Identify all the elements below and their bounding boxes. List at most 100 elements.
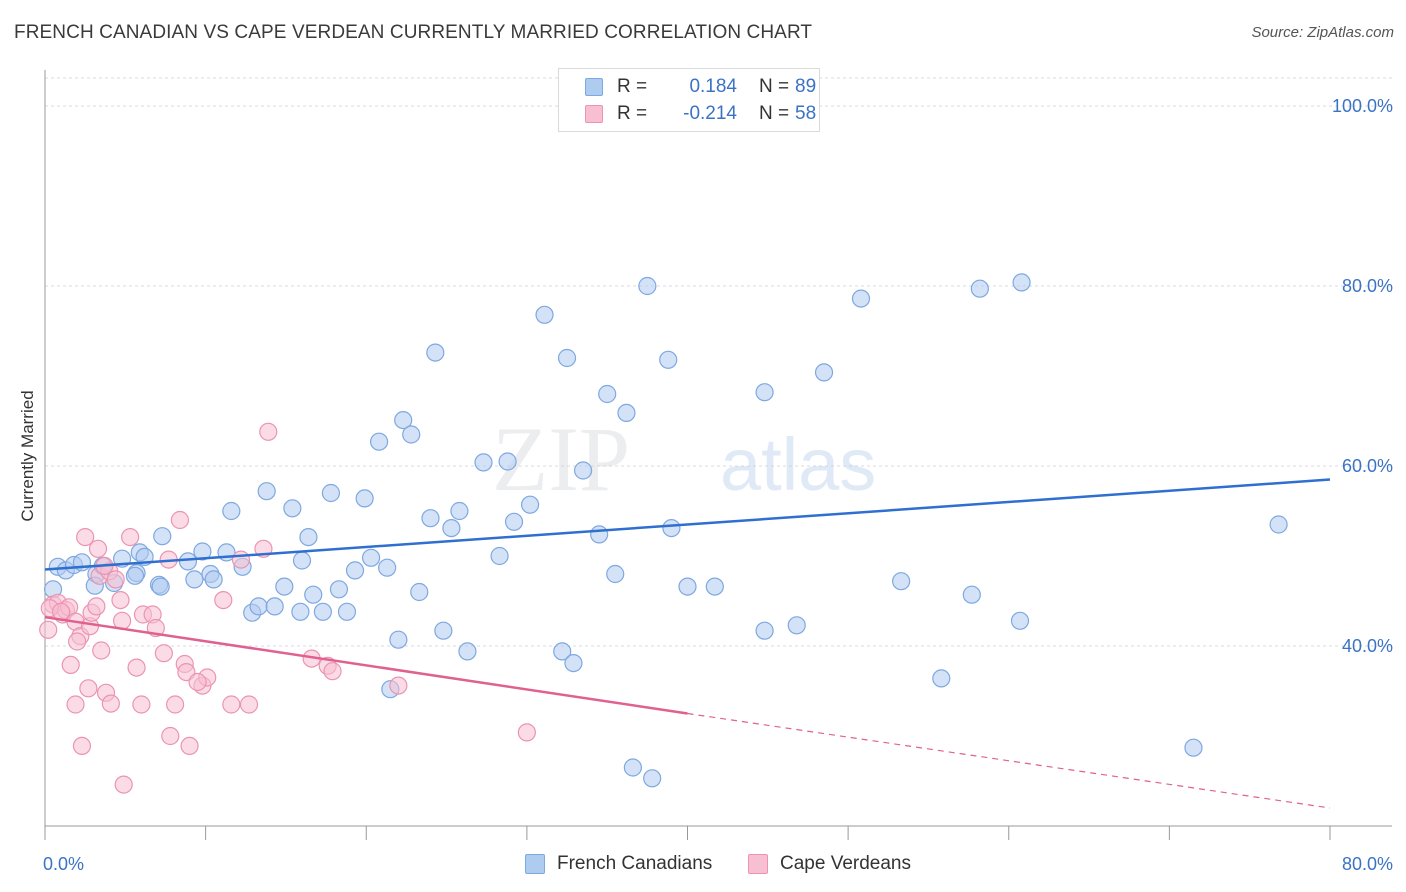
data-point bbox=[378, 558, 397, 577]
data-point bbox=[598, 384, 617, 404]
legend-swatch-pink bbox=[585, 105, 603, 123]
data-point bbox=[111, 590, 130, 610]
data-point bbox=[442, 518, 461, 538]
data-point bbox=[92, 641, 111, 660]
data-point bbox=[275, 577, 294, 596]
data-point bbox=[125, 566, 145, 585]
data-point bbox=[214, 590, 233, 610]
data-point bbox=[389, 676, 408, 695]
data-point bbox=[355, 489, 374, 508]
legend-r-label: R = bbox=[617, 103, 648, 124]
watermark: ZIP atlas bbox=[492, 408, 876, 510]
data-point bbox=[434, 621, 453, 640]
data-point bbox=[370, 432, 389, 451]
data-point bbox=[153, 527, 172, 546]
data-point bbox=[329, 580, 349, 599]
trend-lines bbox=[44, 478, 1331, 809]
data-point bbox=[180, 736, 199, 756]
data-point bbox=[61, 655, 80, 675]
data-point bbox=[39, 620, 58, 639]
data-point bbox=[498, 452, 517, 471]
data-point bbox=[458, 642, 477, 661]
data-point bbox=[617, 403, 636, 422]
y-tick-label: 60.0% bbox=[1342, 456, 1393, 476]
data-point bbox=[426, 343, 445, 362]
legend-row-french-canadians: R = 0.184 N = 89 bbox=[585, 75, 816, 99]
tick-labels: 40.0% 60.0% 80.0% 100.0% 0.0% 80.0% bbox=[43, 96, 1393, 874]
data-point bbox=[553, 642, 572, 661]
data-point bbox=[345, 561, 365, 580]
data-point bbox=[87, 597, 106, 616]
data-point bbox=[185, 570, 204, 589]
data-point bbox=[231, 550, 251, 569]
trend-line-french-canadians bbox=[44, 478, 1331, 571]
data-point bbox=[161, 726, 180, 746]
legend-r-value: -0.214 bbox=[683, 103, 737, 124]
bottom-legend-french-canadians: French Canadians bbox=[525, 852, 712, 876]
data-point bbox=[114, 775, 133, 794]
data-point bbox=[590, 525, 609, 544]
data-point bbox=[787, 616, 806, 635]
data-point bbox=[239, 695, 259, 714]
bottom-legend-swatch-blue bbox=[525, 854, 545, 874]
data-point bbox=[321, 483, 341, 503]
legend-n-value: 89 bbox=[795, 76, 817, 97]
data-point bbox=[88, 539, 108, 558]
data-point bbox=[389, 630, 408, 649]
data-point bbox=[659, 350, 678, 369]
legend-r-value: 0.184 bbox=[689, 76, 737, 97]
data-point bbox=[814, 363, 834, 382]
data-point bbox=[1010, 611, 1030, 630]
bottom-legend-swatch-pink bbox=[748, 854, 768, 874]
data-point bbox=[623, 758, 642, 777]
data-point bbox=[394, 411, 413, 430]
bottom-legend-cape-verdeans: Cape Verdeans bbox=[748, 852, 911, 876]
data-point bbox=[154, 644, 173, 663]
data-point bbox=[222, 695, 241, 714]
data-point bbox=[76, 527, 95, 547]
data-point bbox=[121, 527, 140, 547]
data-point bbox=[402, 425, 421, 444]
data-point bbox=[204, 570, 223, 589]
bottom-legend-label: Cape Verdeans bbox=[780, 853, 911, 874]
data-point bbox=[851, 289, 871, 308]
data-point bbox=[638, 276, 657, 296]
data-point bbox=[299, 527, 318, 547]
source-credit: Source: ZipAtlas.com bbox=[1251, 24, 1394, 41]
data-point bbox=[291, 602, 310, 621]
data-point bbox=[259, 422, 278, 441]
data-point bbox=[564, 653, 583, 673]
legend-n-label: N = bbox=[759, 76, 790, 97]
data-point bbox=[962, 585, 981, 604]
data-point bbox=[304, 585, 323, 604]
data-point bbox=[1012, 273, 1031, 292]
y-tick-label: 40.0% bbox=[1342, 636, 1393, 656]
legend-row-cape-verdeans: R = -0.214 N = 58 bbox=[585, 102, 816, 126]
chart-title: FRENCH CANADIAN VS CAPE VERDEAN CURRENTL… bbox=[14, 22, 813, 43]
data-point bbox=[606, 564, 625, 584]
data-point bbox=[188, 672, 207, 692]
x-tick-label: 80.0% bbox=[1342, 854, 1393, 874]
data-point bbox=[101, 694, 120, 713]
data-point bbox=[573, 461, 593, 480]
legend: R = 0.184 N = 89 R = -0.214 N = 58 bbox=[558, 68, 820, 132]
data-point bbox=[283, 499, 302, 518]
legend-n-label: N = bbox=[759, 103, 790, 124]
data-point bbox=[678, 577, 697, 596]
data-point bbox=[265, 597, 284, 616]
data-point bbox=[755, 383, 774, 402]
data-point bbox=[193, 542, 212, 561]
data-point bbox=[557, 348, 577, 368]
data-point bbox=[520, 495, 540, 514]
data-point bbox=[517, 723, 536, 742]
data-point bbox=[257, 482, 276, 501]
data-point bbox=[106, 570, 125, 589]
data-point bbox=[79, 679, 98, 698]
data-point bbox=[504, 512, 524, 531]
bottom-legend-label: French Canadians bbox=[557, 853, 713, 874]
data-point bbox=[421, 509, 440, 528]
data-point bbox=[643, 769, 662, 788]
data-point bbox=[662, 518, 681, 538]
watermark-atlas: atlas bbox=[720, 423, 876, 506]
data-point bbox=[755, 621, 774, 640]
